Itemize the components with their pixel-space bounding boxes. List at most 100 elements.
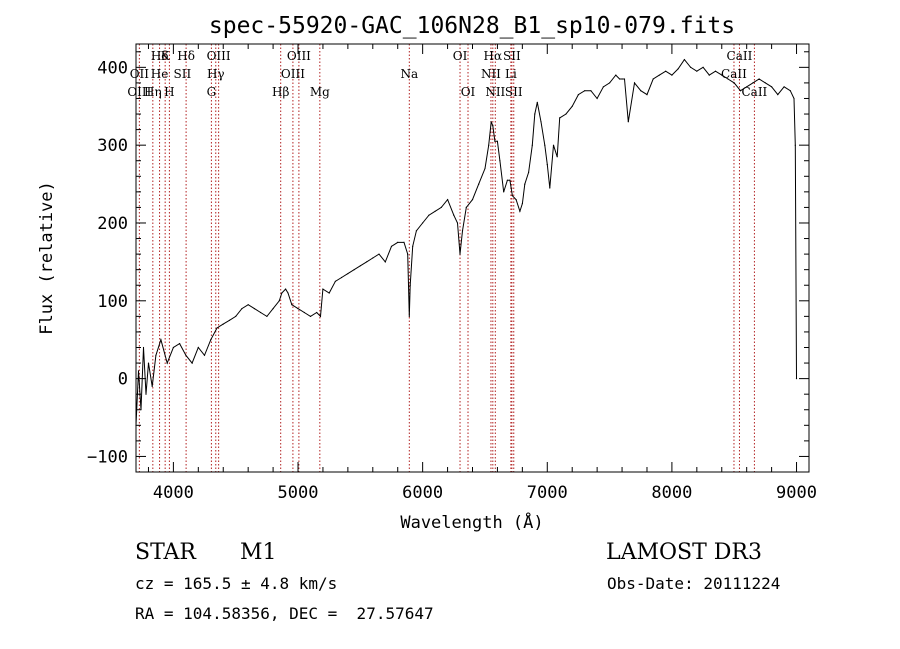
spectrum-point-10 xyxy=(172,346,174,349)
spectrum-point-109 xyxy=(646,94,648,96)
spectrum-point-58 xyxy=(434,210,436,212)
spectrum-point-130 xyxy=(777,94,779,96)
spectral-line-label-12: Hγ xyxy=(207,67,225,81)
spectral-line-label-9: OII xyxy=(130,67,150,81)
spectrum-point-64 xyxy=(461,230,464,232)
spectrum-point-35 xyxy=(316,311,318,314)
spectrum-point-53 xyxy=(409,284,411,286)
spectrum-point-46 xyxy=(378,253,380,255)
spectrum-point-25 xyxy=(266,315,268,317)
spectrum-point-70 xyxy=(490,121,492,123)
spectrum-point-96 xyxy=(577,94,580,96)
spectrum-point-15 xyxy=(203,354,206,356)
spectral-line-label-27: CaII xyxy=(741,85,767,99)
spectrum-point-83 xyxy=(528,171,530,173)
spectrum-point-43 xyxy=(359,265,361,267)
spectrum-point-24 xyxy=(260,311,262,314)
spectrum-point-91 xyxy=(552,144,555,146)
spectral-line-label-24: OI xyxy=(461,85,476,99)
spectrum-point-93 xyxy=(559,117,561,119)
spectrum-point-50 xyxy=(403,241,405,243)
spectrum-point-76 xyxy=(506,179,508,181)
spectrum-point-14 xyxy=(197,346,199,349)
spectrum-point-82 xyxy=(524,183,526,185)
spectrum-point-90 xyxy=(549,187,551,189)
spectral-line-label-0: Hδ xyxy=(151,49,169,63)
spectrum-point-103 xyxy=(619,78,621,80)
spectral-line-label-7: SII xyxy=(503,49,521,63)
spectral-line-label-17: CaII xyxy=(721,67,747,81)
spectrum-point-49 xyxy=(397,241,399,243)
spectrum-point-40 xyxy=(341,276,343,279)
spectrum-point-107 xyxy=(633,82,636,84)
spectrum-point-32 xyxy=(297,308,299,310)
spectrum-point-22 xyxy=(247,304,249,306)
x-tick-label-2: 6000 xyxy=(402,483,443,503)
spectral-line-label-14: Na xyxy=(400,67,418,81)
spectrum-point-56 xyxy=(422,222,424,224)
spectrum-point-105 xyxy=(623,78,626,80)
spectrum-point-59 xyxy=(440,206,442,208)
spectral-line-label-3: OIII xyxy=(207,49,231,63)
spectral-line-label-22: Hβ xyxy=(272,85,289,99)
spectrum-point-1 xyxy=(137,370,140,372)
spectral-line-label-23: Mg xyxy=(310,85,330,99)
spectrum-point-75 xyxy=(503,191,505,193)
spectrum-point-81 xyxy=(521,202,524,205)
x-tick-label-4: 8000 xyxy=(651,483,692,503)
spectrum-point-104 xyxy=(621,78,623,80)
y-tick-label-2: 100 xyxy=(97,292,128,312)
chart-title: spec-55920-GAC_106N28_B1_sp10-079.fits xyxy=(209,13,735,39)
spectrum-point-67 xyxy=(478,183,480,185)
spectrum-point-97 xyxy=(584,90,586,92)
spectrum-point-34 xyxy=(309,315,312,317)
y-tick-label-3: 200 xyxy=(97,214,128,234)
spectrum-point-38 xyxy=(328,292,330,294)
spectral-marker-lines xyxy=(138,44,755,472)
spectrum-point-65 xyxy=(465,206,467,208)
y-axis-label: Flux (relative) xyxy=(37,181,57,335)
spectral-line-label-15: NII xyxy=(481,67,501,81)
spectrum-point-48 xyxy=(390,245,393,247)
spectrum-point-106 xyxy=(627,121,629,123)
spectrum-point-55 xyxy=(415,230,417,232)
y-tick-label-4: 300 xyxy=(97,136,128,156)
spectral-line-label-20: H xyxy=(164,85,174,99)
spectral-line-label-21: G xyxy=(207,85,217,99)
spectrum-point-86 xyxy=(536,101,538,103)
spectrum-point-29 xyxy=(285,288,287,290)
spectrum-point-134 xyxy=(794,144,796,146)
spectrum-point-101 xyxy=(609,82,611,84)
spectrum-point-116 xyxy=(690,66,692,68)
spectrum-point-60 xyxy=(447,199,449,201)
spectrum-point-89 xyxy=(546,164,548,166)
spectrum-point-4 xyxy=(145,393,147,395)
spectrum-point-33 xyxy=(303,311,305,314)
spectrum-point-119 xyxy=(708,74,710,76)
x-axis-label: Wavelength (Å) xyxy=(400,511,543,533)
spectral-line-label-19: Hη xyxy=(144,85,162,99)
spectral-line-label-4: OIII xyxy=(287,49,311,63)
spectrum-point-115 xyxy=(683,59,686,61)
spectrum-point-72 xyxy=(494,140,496,142)
spectrum-point-28 xyxy=(281,292,283,294)
spectrum-point-73 xyxy=(496,140,498,142)
spectrum-point-131 xyxy=(783,86,785,88)
spectrum-point-108 xyxy=(640,90,642,92)
spectrum-point-36 xyxy=(319,315,322,317)
spectrum-point-102 xyxy=(615,74,617,76)
spectral-line-label-13: OIII xyxy=(281,67,305,81)
spectrum-point-44 xyxy=(366,261,368,263)
object-subclass: M1 xyxy=(240,540,277,565)
spectrum-point-71 xyxy=(492,125,494,127)
spectrum-point-30 xyxy=(287,292,289,294)
spectrum-point-31 xyxy=(291,304,293,306)
plot-frame xyxy=(135,43,810,473)
spectrum-point-62 xyxy=(456,222,459,224)
spectrum-point-135 xyxy=(795,378,798,380)
spectrum-point-133 xyxy=(793,97,795,100)
spectral-line-label-1: K xyxy=(161,49,171,63)
spectrum-point-95 xyxy=(571,105,573,107)
spectrum-point-100 xyxy=(602,86,605,88)
